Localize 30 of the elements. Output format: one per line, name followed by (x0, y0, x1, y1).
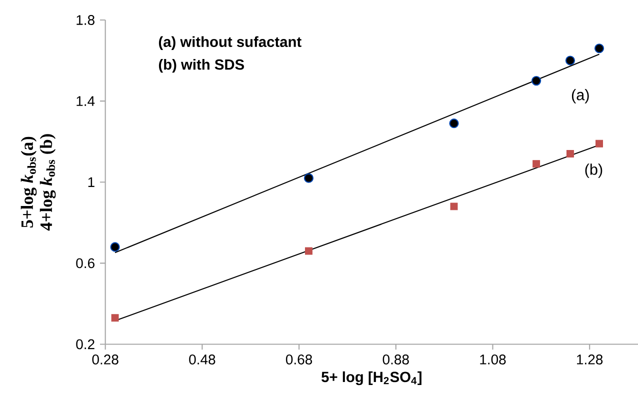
x-tick-label: 0.28 (92, 354, 118, 364)
annotation: (b) with SDS (158, 58, 244, 73)
point (532, 76, 542, 86)
point (449, 118, 459, 128)
y-tick-label: 1 (88, 177, 94, 187)
text: 4+log k$_{obs}$ (b) (40, 134, 56, 231)
point (532, 160, 540, 168)
x-axis-title: 5+ log [H$_{2}$SO$_{4}$] (322, 371, 422, 386)
point (596, 140, 603, 148)
y-tick-label: 0.2 (76, 339, 94, 350)
point (566, 150, 574, 158)
annotation: (b) (585, 164, 602, 178)
x-tick-label: 1.28 (577, 354, 603, 364)
point (565, 56, 576, 66)
x-tick-label: 0.48 (189, 354, 216, 364)
y-tick-label: 1.8 (76, 15, 94, 25)
point (594, 44, 604, 54)
point (304, 173, 314, 183)
point (110, 242, 120, 252)
point (450, 202, 458, 210)
annotation: (a) (572, 89, 589, 104)
point (304, 247, 312, 255)
x-tick-label: 1.08 (480, 354, 506, 364)
y-tick-label: 0.6 (76, 258, 94, 268)
x-tick-label: 0.88 (382, 354, 409, 364)
x-tick-label: 0.68 (286, 354, 312, 364)
point (111, 314, 119, 322)
y-axis-title: 5+log k$_{obs}$(a) (20, 136, 37, 228)
y-tick-label: 1.4 (76, 96, 95, 106)
annotation: (a) without sufactant (158, 36, 302, 50)
